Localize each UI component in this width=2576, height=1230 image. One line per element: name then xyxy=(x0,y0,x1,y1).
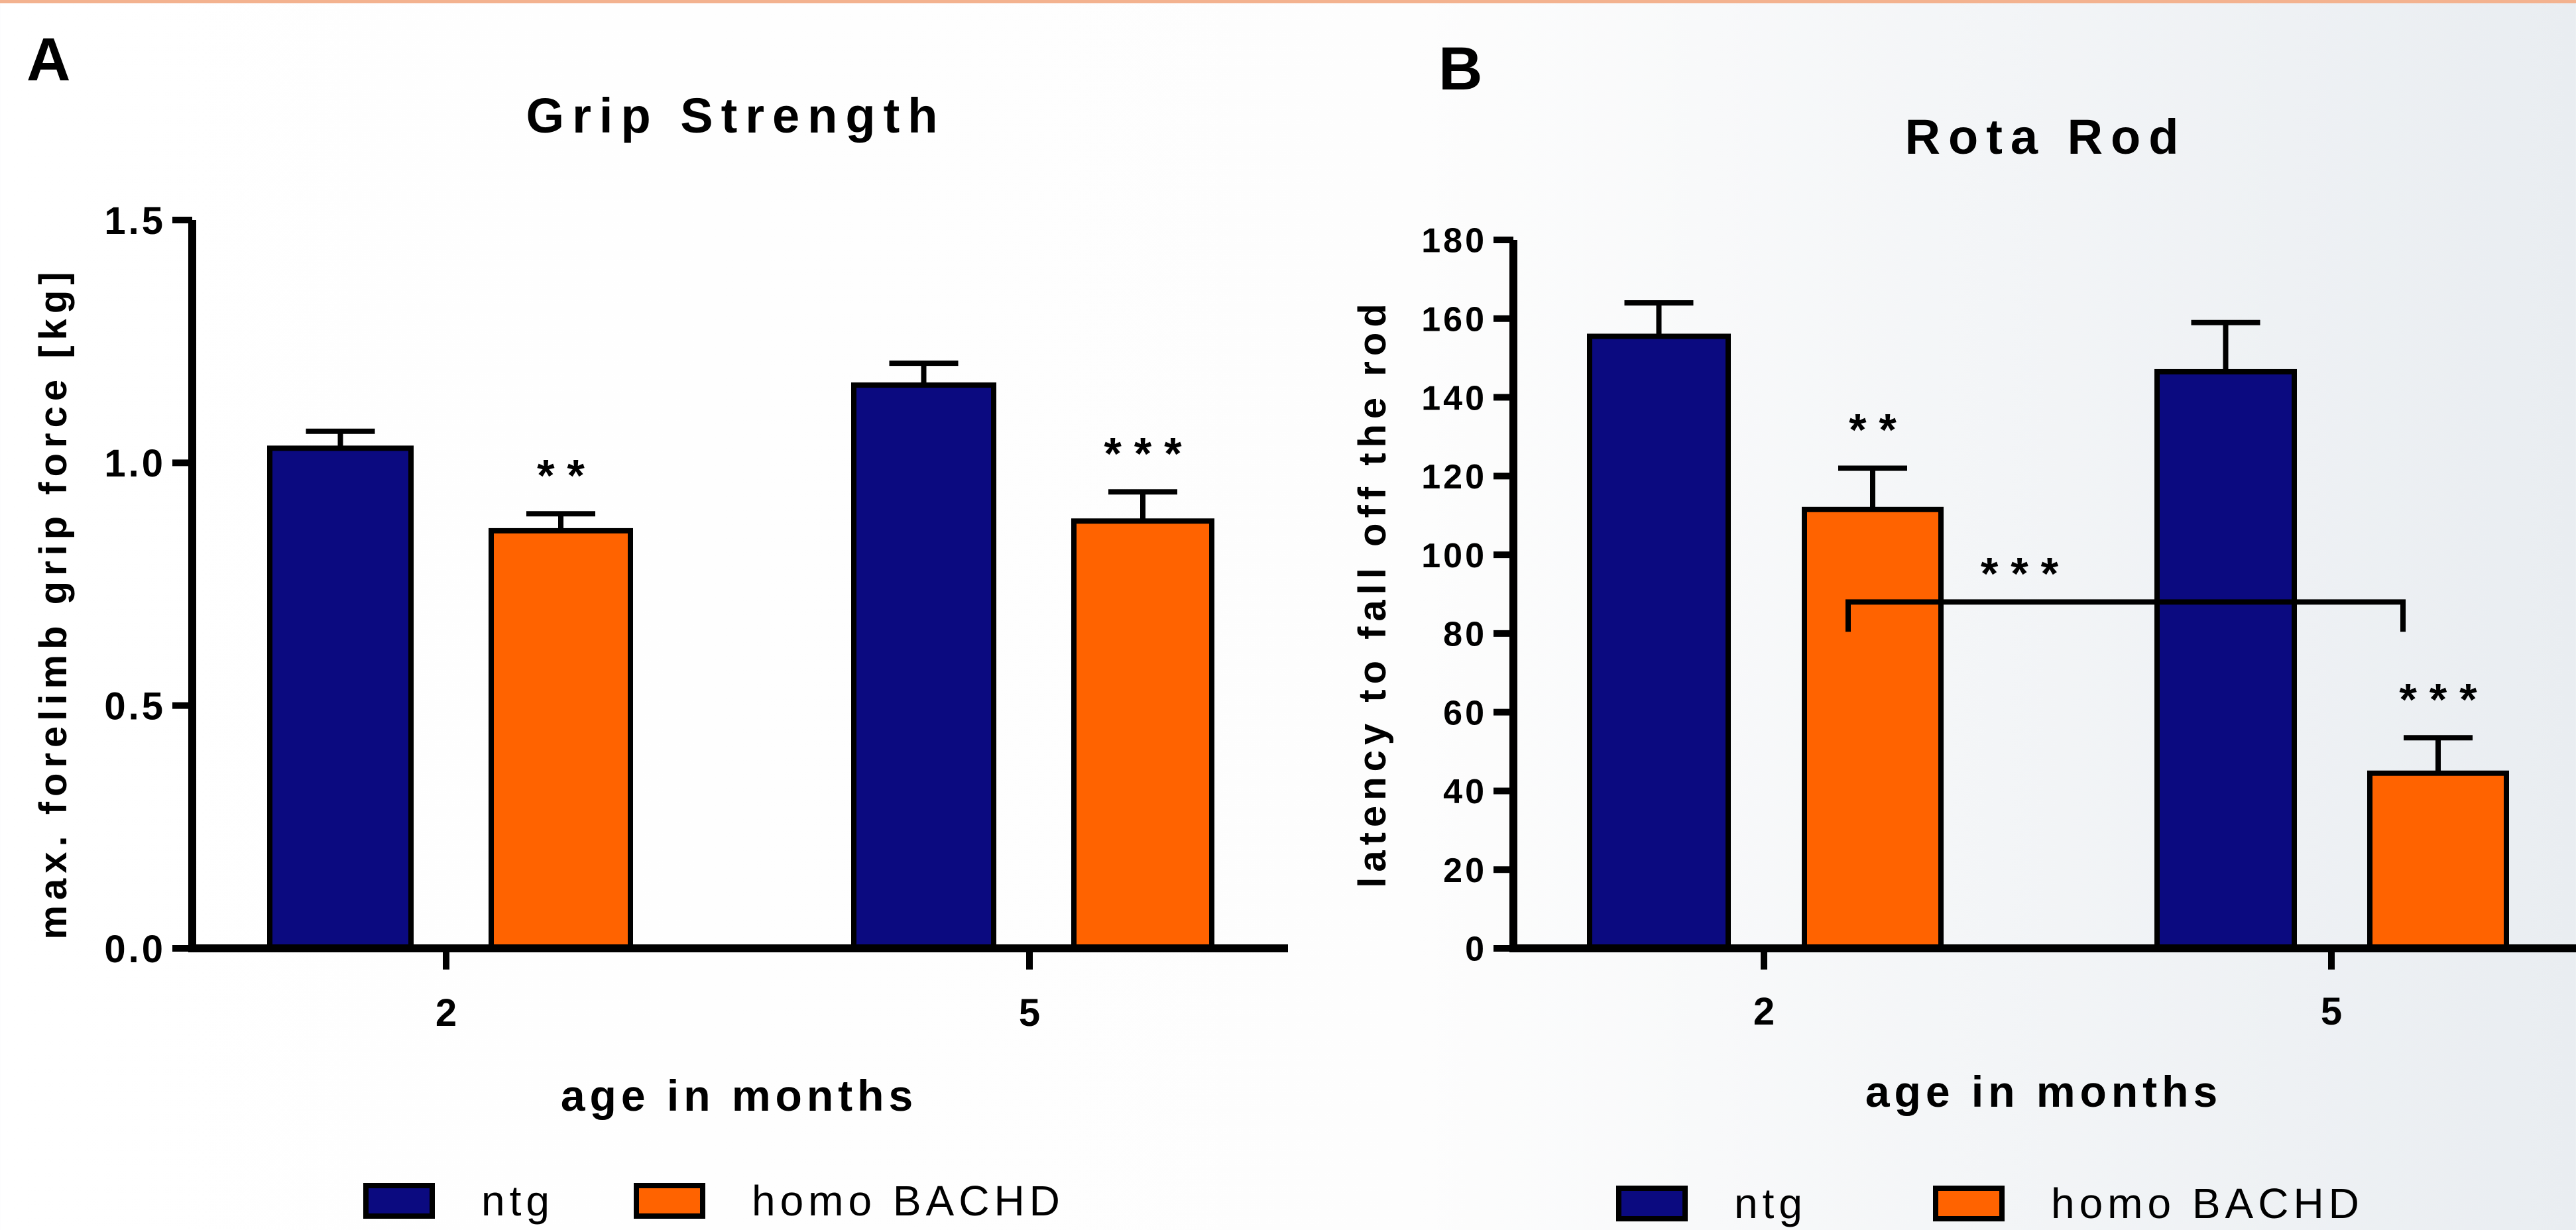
y-tick-label: 0.5 xyxy=(104,685,166,728)
y-axis-label: max. forelimb grip force [kg] xyxy=(32,266,75,939)
bar-ntg-5 xyxy=(2154,368,2297,951)
panel-b-rota-rod: B Rota Rod age in months latency to fall… xyxy=(1288,0,2576,1227)
plot-area: 0 20 40 60 80 100 120 140 160 180 2 5 * * * * * * * * xyxy=(1421,222,2576,1033)
significance-label: * * * xyxy=(1104,428,1182,478)
significance-label: * * xyxy=(537,450,585,500)
y-tick-label: 120 xyxy=(1421,458,1487,496)
chart-title: Grip Strength xyxy=(526,88,946,143)
legend-swatch-homo-bachd xyxy=(1932,1186,2005,1221)
bar-homo-bachd-2 xyxy=(1802,506,1944,951)
y-tick-label: 0.0 xyxy=(104,928,166,971)
bar-ntg-2 xyxy=(1587,333,1731,951)
legend-item-ntg: ntg xyxy=(363,1176,554,1225)
x-tick-label: 5 xyxy=(1019,991,1040,1034)
x-axis-label: age in months xyxy=(561,1071,917,1120)
y-axis-label: latency to fall off the rod xyxy=(1351,298,1394,888)
legend-item-ntg: ntg xyxy=(1616,1179,1807,1228)
significance-bracket xyxy=(1845,599,2406,632)
y-tick-label: 0 xyxy=(1465,930,1487,969)
significance-label: * * * xyxy=(2399,674,2477,724)
y-tick-label: 180 xyxy=(1421,222,1487,260)
legend-item-homo-bachd: homo BACHD xyxy=(1932,1179,2364,1228)
bar-ntg-2 xyxy=(267,445,414,951)
legend: ntg homo BACHD xyxy=(363,1174,1144,1227)
y-tick-label: 140 xyxy=(1421,379,1487,418)
x-axis-label: age in months xyxy=(1865,1067,2222,1116)
rota-rod-chart: Rota Rod age in months latency to fall o… xyxy=(1351,109,2576,1116)
y-tick-label: 80 xyxy=(1443,616,1487,654)
legend-label-homo-bachd: homo BACHD xyxy=(751,1177,1065,1225)
top-accent-line xyxy=(0,0,2576,3)
y-tick-label: 1.0 xyxy=(104,442,166,485)
plot-area: 0.0 0.5 1.0 1.5 2 5 * * * * * xyxy=(104,199,1288,1034)
legend-label-ntg: ntg xyxy=(1734,1180,1807,1227)
panel-letter-b: B xyxy=(1438,35,1483,103)
bar-ntg-5 xyxy=(851,382,996,951)
significance-label: * * xyxy=(1849,404,1897,455)
y-tick-label: 100 xyxy=(1421,537,1487,575)
legend-label-homo-bachd: homo BACHD xyxy=(2050,1180,2364,1227)
y-tick-label: 60 xyxy=(1443,694,1487,732)
legend-swatch-ntg xyxy=(363,1183,435,1219)
y-tick-label: 20 xyxy=(1443,852,1487,890)
legend-swatch-homo-bachd xyxy=(633,1183,705,1219)
bar-homo-bachd-5 xyxy=(1071,518,1214,951)
x-tick-label: 2 xyxy=(436,991,457,1034)
grip-strength-chart: Grip Strength age in months max. forelim… xyxy=(32,88,1288,1120)
legend: ntg homo BACHD xyxy=(1616,1177,2443,1230)
panel-a-grip-strength: A Grip Strength age in months max. forel… xyxy=(0,0,1288,1227)
chart-title: Rota Rod xyxy=(1905,109,2187,164)
x-tick-label: 5 xyxy=(2321,990,2342,1033)
bar-homo-bachd-2 xyxy=(489,528,633,951)
significance-label: * * * xyxy=(1981,548,2059,598)
legend-item-homo-bachd: homo BACHD xyxy=(633,1176,1065,1225)
legend-label-ntg: ntg xyxy=(481,1177,554,1225)
y-tick-label: 160 xyxy=(1421,300,1487,339)
panel-letter-a: A xyxy=(27,26,71,93)
legend-swatch-ntg xyxy=(1616,1186,1688,1221)
bar-homo-bachd-5 xyxy=(2367,770,2509,952)
y-tick-label: 1.5 xyxy=(104,199,166,243)
y-tick-label: 40 xyxy=(1443,773,1487,811)
x-tick-label: 2 xyxy=(1753,990,1775,1033)
